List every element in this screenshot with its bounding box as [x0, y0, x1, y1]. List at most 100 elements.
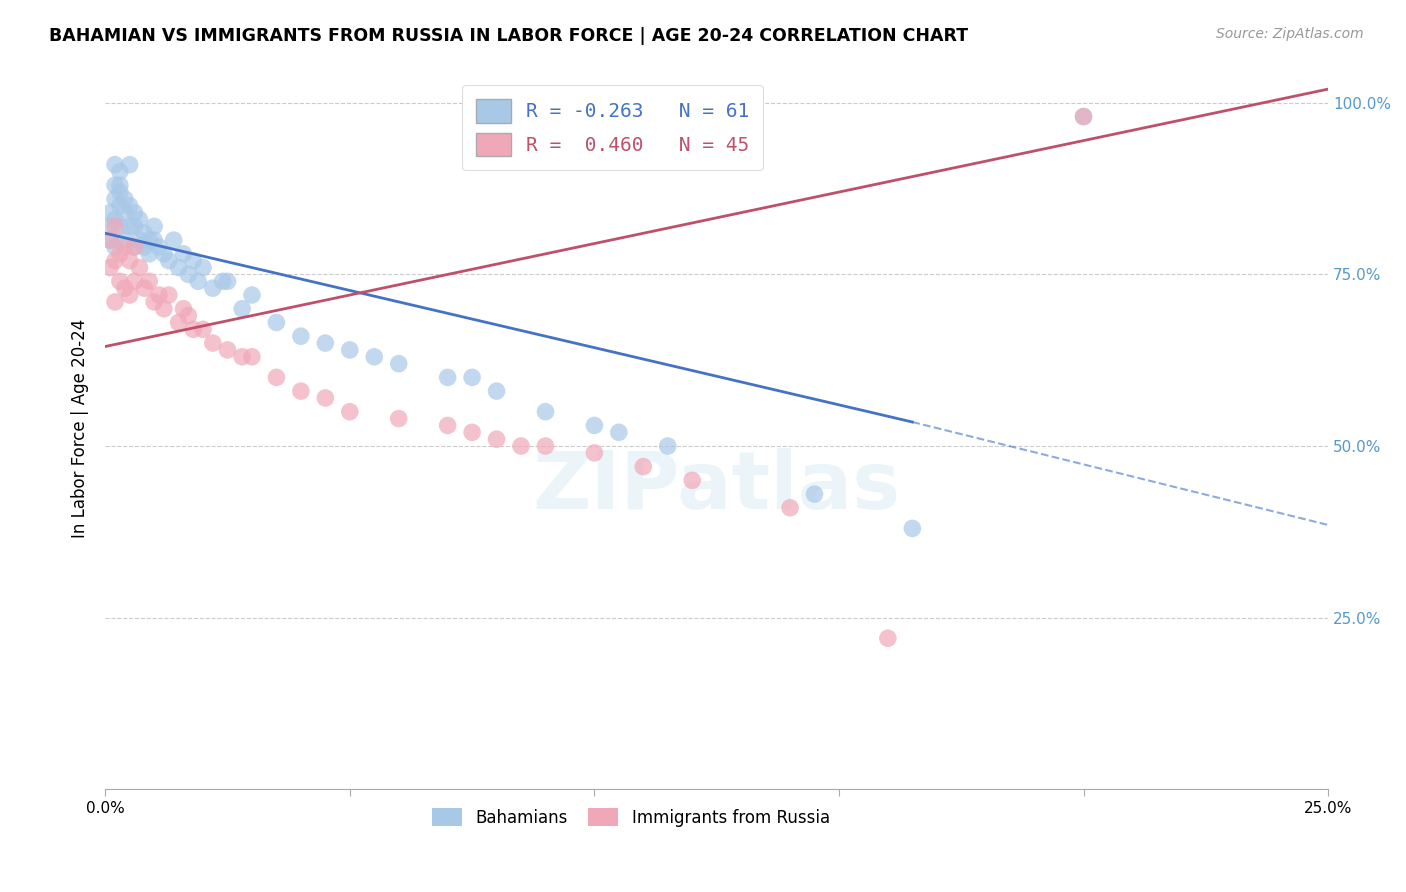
Point: [779, 500, 801, 515]
Point: [108, 199, 131, 213]
Point: [290, 384, 312, 398]
Text: ZIPatlas: ZIPatlas: [533, 448, 901, 525]
Point: [485, 384, 508, 398]
Point: [148, 288, 170, 302]
Point: [143, 233, 166, 247]
Text: BAHAMIAN VS IMMIGRANTS FROM RUSSIA IN LABOR FORCE | AGE 20-24 CORRELATION CHART: BAHAMIAN VS IMMIGRANTS FROM RUSSIA IN LA…: [49, 27, 969, 45]
Point: [104, 240, 127, 254]
Point: [98, 233, 121, 247]
Point: [118, 253, 141, 268]
Point: [153, 247, 176, 261]
Point: [167, 260, 190, 275]
Point: [681, 474, 703, 488]
Point: [134, 226, 156, 240]
Point: [108, 274, 131, 288]
Point: [534, 405, 557, 419]
Point: [181, 322, 204, 336]
Point: [191, 260, 214, 275]
Point: [138, 247, 160, 261]
Point: [157, 253, 180, 268]
Text: Source: ZipAtlas.com: Source: ZipAtlas.com: [1216, 27, 1364, 41]
Point: [114, 233, 136, 247]
Point: [124, 240, 146, 254]
Point: [1073, 110, 1095, 124]
Point: [143, 294, 166, 309]
Point: [114, 205, 136, 219]
Point: [583, 418, 606, 433]
Point: [167, 316, 190, 330]
Point: [177, 268, 200, 282]
Point: [240, 350, 263, 364]
Point: [172, 247, 194, 261]
Point: [108, 247, 131, 261]
Point: [657, 439, 679, 453]
Point: [231, 301, 253, 316]
Point: [339, 405, 361, 419]
Point: [534, 439, 557, 453]
Point: [266, 316, 288, 330]
Point: [124, 219, 146, 234]
Point: [118, 158, 141, 172]
Point: [104, 253, 127, 268]
Point: [157, 288, 180, 302]
Point: [191, 322, 214, 336]
Point: [510, 439, 533, 453]
Point: [217, 343, 239, 357]
Point: [128, 212, 150, 227]
Point: [138, 233, 160, 247]
Point: [134, 281, 156, 295]
Point: [108, 185, 131, 199]
Point: [461, 425, 484, 440]
Point: [104, 219, 127, 234]
Point: [104, 192, 127, 206]
Point: [108, 178, 131, 193]
Point: [108, 219, 131, 234]
Point: [201, 281, 224, 295]
Point: [98, 219, 121, 234]
Point: [266, 370, 288, 384]
Point: [388, 357, 411, 371]
Point: [240, 288, 263, 302]
Point: [98, 205, 121, 219]
Point: [388, 411, 411, 425]
Point: [1073, 110, 1095, 124]
Point: [181, 253, 204, 268]
Point: [803, 487, 825, 501]
Point: [118, 288, 141, 302]
Point: [104, 294, 127, 309]
Point: [128, 233, 150, 247]
Point: [607, 425, 630, 440]
Point: [485, 432, 508, 446]
Point: [134, 240, 156, 254]
Point: [633, 459, 655, 474]
Legend: Bahamians, Immigrants from Russia: Bahamians, Immigrants from Russia: [425, 799, 838, 835]
Point: [124, 205, 146, 219]
Point: [148, 240, 170, 254]
Point: [138, 274, 160, 288]
Point: [163, 233, 186, 247]
Point: [98, 260, 121, 275]
Point: [118, 219, 141, 234]
Point: [436, 418, 458, 433]
Point: [104, 212, 127, 227]
Point: [461, 370, 484, 384]
Point: [124, 274, 146, 288]
Point: [901, 521, 924, 535]
Point: [314, 391, 336, 405]
Point: [172, 301, 194, 316]
Point: [114, 281, 136, 295]
Point: [583, 446, 606, 460]
Point: [177, 309, 200, 323]
Point: [128, 260, 150, 275]
Point: [114, 192, 136, 206]
Point: [114, 240, 136, 254]
Point: [201, 336, 224, 351]
Point: [118, 199, 141, 213]
Y-axis label: In Labor Force | Age 20-24: In Labor Force | Age 20-24: [72, 319, 89, 539]
Point: [108, 164, 131, 178]
Point: [363, 350, 385, 364]
Point: [98, 233, 121, 247]
Point: [104, 158, 127, 172]
Point: [217, 274, 239, 288]
Point: [124, 240, 146, 254]
